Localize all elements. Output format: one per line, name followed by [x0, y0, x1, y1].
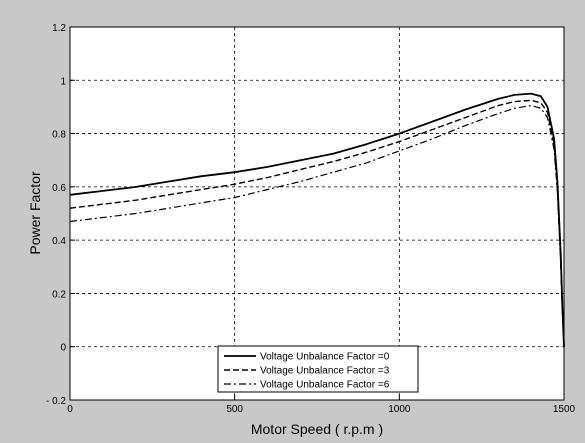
series-line-3 — [69, 104, 565, 347]
y-tick-label: 1.2 — [52, 23, 66, 34]
y-tick-label: 1 — [60, 76, 66, 87]
plot-frame — [69, 26, 565, 401]
y-axis-label: Power Factor — [27, 171, 43, 255]
plot-background — [70, 27, 564, 400]
y-tick-label: 0.6 — [52, 183, 66, 194]
y-tick-label: - 0.2 — [46, 396, 66, 407]
legend-label-3: Voltage Unbalance Factor =6 — [260, 380, 390, 391]
y-tick-label: 0.2 — [52, 289, 66, 300]
y-tick-label: 0.8 — [52, 130, 66, 141]
x-tick-label: 1000 — [388, 404, 411, 415]
legend-label-2: Voltage Unbalance Factor =3 — [260, 366, 390, 377]
x-tick-label: 0 — [67, 404, 73, 415]
y-tick-label: 0 — [60, 343, 66, 354]
legend: Voltage Unbalance Factor =0 Voltage Unbal… — [217, 345, 419, 393]
y-tick-label: 0.4 — [52, 236, 66, 247]
x-axis-label: Motor Speed ( r.p.m ) — [251, 421, 383, 437]
series-line-1 — [69, 92, 565, 347]
legend-label-1: Voltage Unbalance Factor =0 — [260, 352, 390, 363]
legend-box — [217, 345, 419, 393]
series-lines — [69, 92, 565, 347]
x-tick-label: 1500 — [553, 404, 576, 415]
x-tick-label: 500 — [226, 404, 243, 415]
tick-labels: 0 500 1000 1500- 0.200.20.40.60.811.2 — [46, 23, 576, 415]
